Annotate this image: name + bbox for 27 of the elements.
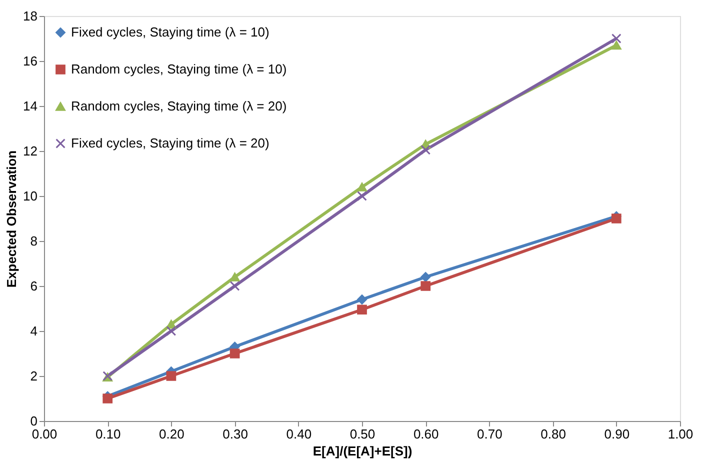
y-tick-label: 12 [23, 144, 38, 158]
y-tick-label: 18 [23, 8, 38, 24]
x-axis-title: E[A]/(E[A]+E[S]) [312, 444, 412, 458]
x-tick-label: 0.30 [222, 426, 248, 442]
y-tick-label: 0 [30, 414, 38, 428]
legend-label: Random cycles, Staying time (λ = 10) [71, 62, 287, 76]
x-tick-label: 0.70 [477, 426, 502, 442]
x-tick-label: 0.50 [350, 426, 376, 442]
x-tick-label: 0.40 [286, 426, 312, 442]
x-tick-label: 0.20 [159, 426, 184, 442]
y-tick-label: 2 [30, 368, 38, 384]
x-tick-label: 0.60 [413, 426, 439, 442]
y-tick-label: 6 [30, 278, 38, 294]
y-axis-title: Expected Observation [4, 150, 20, 288]
y-tick-label: 16 [23, 54, 38, 68]
y-tick-label: 14 [23, 98, 38, 114]
legend-label: Random cycles, Staying time (λ = 20) [71, 98, 287, 114]
y-tick-label: 8 [30, 234, 38, 248]
y-tick-label: 10 [23, 188, 38, 204]
x-tick-label: 0.80 [540, 426, 566, 442]
x-tick-label: 0.00 [32, 426, 58, 442]
x-tick-label: 1.00 [668, 426, 694, 442]
legend-label: Fixed cycles, Staying time (λ = 20) [71, 136, 270, 150]
x-tick-label: 0.10 [95, 426, 121, 442]
x-tick-label: 0.90 [604, 426, 630, 442]
y-tick-label: 4 [30, 324, 38, 338]
legend-label: Fixed cycles, Staying time (λ = 10) [71, 24, 270, 40]
